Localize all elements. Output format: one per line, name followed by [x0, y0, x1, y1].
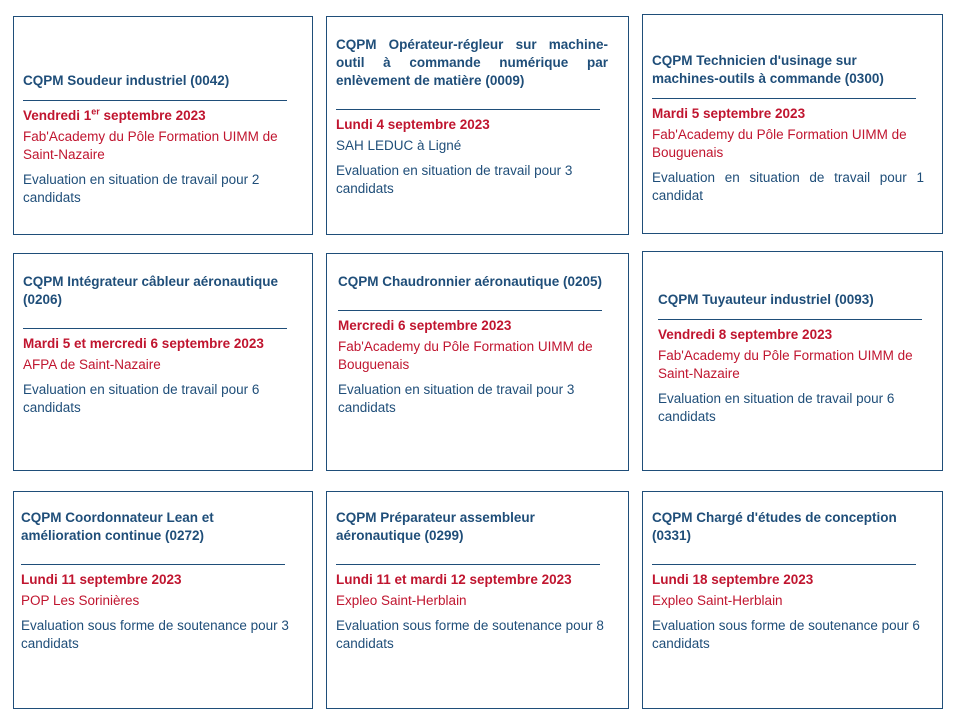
- title-divider: [336, 109, 600, 110]
- card-location: SAH LEDUC à Ligné: [336, 138, 462, 153]
- title-divider: [23, 328, 287, 329]
- card-title: CQPM Coordonnateur Lean et amélioration …: [21, 510, 214, 543]
- card-coordonnateur-lean: CQPM Coordonnateur Lean et amélioration …: [13, 491, 313, 709]
- card-tuyauteur-industriel: CQPM Tuyauteur industriel (0093) Vendred…: [642, 251, 943, 471]
- card-title: CQPM Technicien d'usinage sur machines-o…: [652, 53, 884, 86]
- card-date: Vendredi 1er septembre 2023: [23, 106, 206, 123]
- title-divider: [652, 98, 916, 99]
- card-evaluation: Evaluation sous forme de soutenance pour…: [652, 618, 920, 651]
- card-preparateur-assembleur: CQPM Préparateur assembleur aéronautique…: [326, 491, 629, 709]
- card-evaluation: Evaluation sous forme de soutenance pour…: [336, 618, 604, 651]
- card-date: Lundi 11 et mardi 12 septembre 2023: [336, 572, 572, 587]
- card-title: CQPM Opérateur-régleur sur machine-outil…: [336, 37, 608, 88]
- card-date: Vendredi 8 septembre 2023: [658, 327, 833, 342]
- card-title: CQPM Préparateur assembleur aéronautique…: [336, 510, 535, 543]
- card-date: Mardi 5 septembre 2023: [652, 106, 806, 121]
- card-title: CQPM Intégrateur câbleur aéronautique (0…: [23, 274, 279, 307]
- card-evaluation: Evaluation en situation de travail pour …: [658, 391, 895, 424]
- card-charge-etudes: CQPM Chargé d'études de conception (0331…: [642, 491, 943, 709]
- card-date: Lundi 18 septembre 2023: [652, 572, 814, 587]
- card-location: Expleo Saint-Herblain: [652, 593, 783, 608]
- card-title: CQPM Chaudronnier aéronautique (0205): [338, 274, 603, 289]
- card-location: Expleo Saint-Herblain: [336, 593, 467, 608]
- title-divider: [652, 564, 916, 565]
- card-location: Fab'Academy du Pôle Formation UIMM de Sa…: [658, 348, 913, 381]
- card-evaluation: Evaluation en situation de travail pour …: [23, 172, 260, 205]
- card-date: Lundi 11 septembre 2023: [21, 572, 182, 587]
- card-evaluation: Evaluation en situation de travail pour …: [338, 382, 575, 415]
- card-date: Mercredi 6 septembre 2023: [338, 318, 512, 333]
- card-evaluation: Evaluation en situation de travail pour …: [23, 382, 260, 415]
- card-date: Mardi 5 et mercredi 6 septembre 2023: [23, 336, 264, 351]
- card-evaluation: Evaluation sous forme de soutenance pour…: [21, 618, 289, 651]
- title-divider: [658, 319, 922, 320]
- title-divider: [23, 100, 287, 101]
- card-location: Fab'Academy du Pôle Formation UIMM de Bo…: [652, 127, 907, 160]
- card-date: Lundi 4 septembre 2023: [336, 117, 490, 132]
- card-evaluation: Evaluation en situation de travail pour …: [336, 163, 573, 196]
- card-title: CQPM Tuyauteur industriel (0093): [658, 292, 874, 307]
- title-divider: [338, 310, 602, 311]
- card-title: CQPM Soudeur industriel (0042): [23, 73, 230, 88]
- card-operateur-regleur: CQPM Opérateur-régleur sur machine-outil…: [326, 16, 629, 235]
- card-location: POP Les Sorinières: [21, 593, 140, 608]
- title-divider: [21, 564, 285, 565]
- card-location: AFPA de Saint-Nazaire: [23, 357, 161, 372]
- card-integrateur-cableur: CQPM Intégrateur câbleur aéronautique (0…: [13, 253, 313, 471]
- card-evaluation: Evaluation en situation de travail pour …: [652, 170, 924, 203]
- title-divider: [336, 564, 600, 565]
- card-chaudronnier-aeronautique: CQPM Chaudronnier aéronautique (0205) Me…: [326, 253, 629, 471]
- card-location: Fab'Academy du Pôle Formation UIMM de Bo…: [338, 339, 593, 372]
- card-title: CQPM Chargé d'études de conception (0331…: [652, 510, 897, 543]
- card-location: Fab'Academy du Pôle Formation UIMM de Sa…: [23, 129, 278, 162]
- card-technicien-usinage: CQPM Technicien d'usinage sur machines-o…: [642, 14, 943, 234]
- card-soudeur-industriel: CQPM Soudeur industriel (0042) Vendredi …: [13, 16, 313, 235]
